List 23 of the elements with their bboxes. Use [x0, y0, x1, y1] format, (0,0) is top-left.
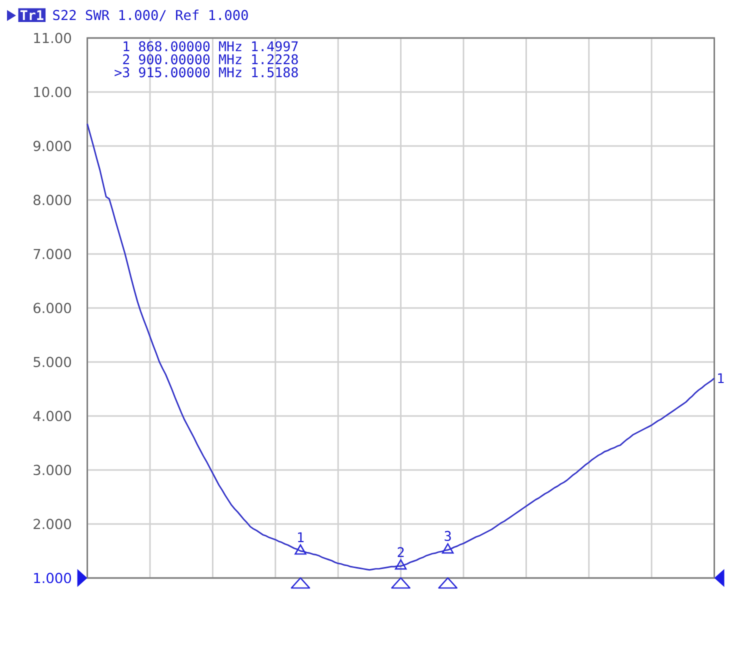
- y-tick-label: 2.000: [34, 518, 71, 530]
- y-tick-label: 5.000: [34, 356, 71, 368]
- text: 1: [718, 373, 724, 384]
- chart-title: S22 SWR 1.000/ Ref 1.000: [53, 10, 248, 22]
- series-label: 2: [398, 547, 404, 558]
- annotation: >3 915.00000 MHz 1.5188: [114, 67, 298, 78]
- y-tick-label: 9.000: [33, 140, 71, 152]
- y-tick-label: 1.000: [34, 572, 71, 584]
- y-tick-label: 10.00: [34, 86, 71, 98]
- point: [442, 543, 454, 554]
- point: [294, 544, 306, 555]
- point: [394, 559, 407, 570]
- y-tick-label: 11.00: [34, 32, 71, 44]
- series-label: 1: [298, 532, 304, 542]
- legend-label: Tr1: [20, 10, 44, 20]
- annotation: 2 900.00000 MHz 1.2228: [123, 54, 298, 64]
- annotation: 1 868.00000 MHz 1.4997: [124, 41, 298, 52]
- series-label: 3: [444, 530, 451, 542]
- y-tick-label: 8.000: [34, 194, 71, 206]
- y-tick-label: 6.000: [34, 302, 71, 314]
- y-tick-label: 3.000: [34, 464, 71, 476]
- y-tick-label: 7.000: [34, 248, 71, 260]
- y-tick-label: 4.000: [33, 410, 71, 422]
